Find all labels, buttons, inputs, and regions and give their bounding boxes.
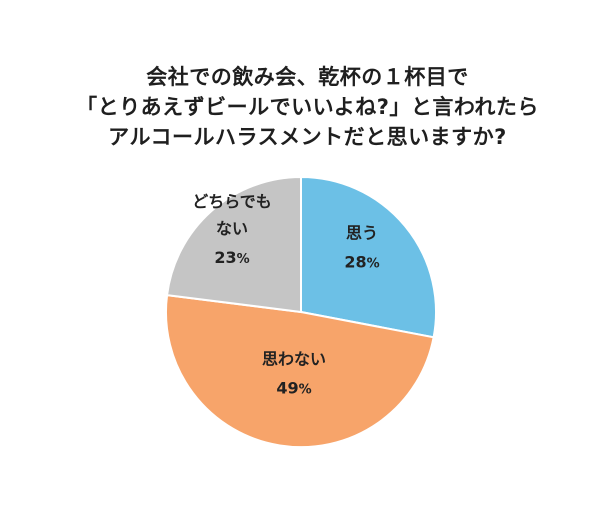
slice-3-label-line-2: ない — [216, 219, 248, 238]
chart-title-line-3: アルコールハラスメントだと思いますか? — [108, 125, 507, 149]
slice-1-label-line-1: 思う — [346, 224, 378, 243]
slice-1-value-label: 28% — [344, 253, 379, 272]
slice-1-label-group: 思う 28% — [344, 224, 379, 272]
chart-title-line-2: 「とりあえずビールでいいよね?」と言われたら — [76, 95, 539, 119]
slice-3 — [165, 175, 302, 314]
slice-3-value-label: 23% — [214, 248, 249, 267]
slice-2-label-line-1: 思わない — [262, 350, 326, 369]
slice-1 — [300, 175, 437, 339]
chart-title-line-1: 会社での飲み会、乾杯の１杯目で — [146, 65, 469, 89]
slice-2-label-group: 思わない 49% — [262, 350, 326, 398]
pie-slices — [165, 175, 437, 449]
slice-3-label-line-1: どちらでも — [192, 192, 272, 211]
slice-2 — [165, 293, 435, 449]
chart-title: 会社での飲み会、乾杯の１杯目で 「とりあえずビールでいいよね?」と言われたら ア… — [0, 62, 615, 152]
slice-2-value-label: 49% — [276, 379, 311, 398]
